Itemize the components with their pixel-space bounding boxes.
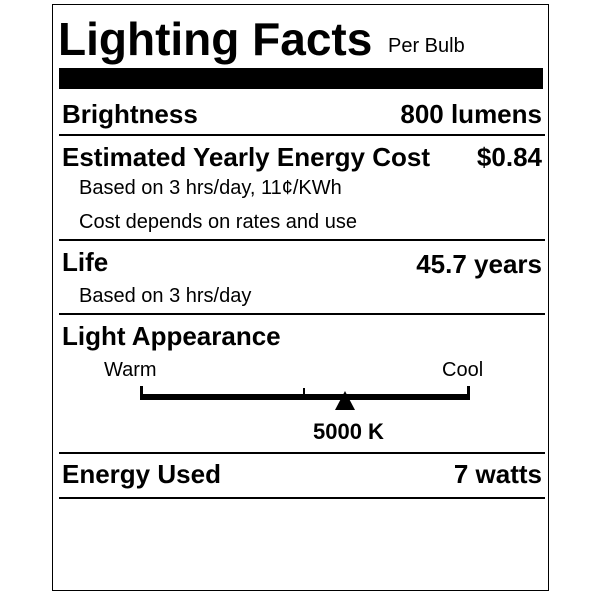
brightness-value: 800 lumens — [400, 99, 542, 129]
divider — [59, 134, 545, 136]
scale-tick-right — [467, 386, 470, 400]
life-label: Life — [62, 247, 109, 277]
label-subtitle: Per Bulb — [388, 35, 465, 57]
title-divider-bar — [59, 68, 543, 89]
energy-used-label: Energy Used — [62, 459, 221, 489]
scale-bar — [140, 394, 470, 400]
label-title: Lighting Facts — [58, 13, 373, 65]
divider — [59, 313, 545, 315]
energy-cost-note-rates: Cost depends on rates and use — [79, 211, 357, 233]
divider — [59, 239, 545, 241]
lighting-facts-label — [52, 4, 549, 591]
scale-tick-left — [140, 386, 143, 400]
divider — [59, 497, 545, 499]
warm-label: Warm — [104, 359, 157, 381]
energy-used-value: 7 watts — [453, 459, 542, 489]
energy-cost-note-basis: Based on 3 hrs/day, 11¢/KWh — [79, 177, 342, 199]
energy-cost-value: $0.84 — [476, 142, 542, 172]
energy-cost-label: Estimated Yearly Energy Cost — [62, 142, 431, 172]
life-note: Based on 3 hrs/day — [79, 285, 252, 307]
brightness-label: Brightness — [62, 99, 198, 129]
scale-tick-middle — [303, 388, 305, 400]
color-temperature-value: 5000 K — [313, 419, 384, 444]
life-value: 45.7 years — [416, 249, 542, 279]
light-appearance-label: Light Appearance — [62, 321, 281, 351]
cool-label: Cool — [442, 359, 484, 381]
divider — [59, 452, 545, 454]
temperature-marker-triangle-icon — [334, 391, 355, 410]
color-temperature-scale — [140, 386, 470, 414]
